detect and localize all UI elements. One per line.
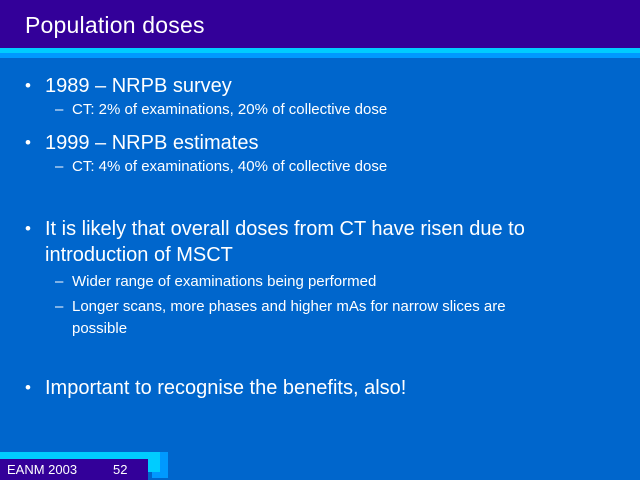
bullet-text: It is likely that overall doses from CT …: [45, 218, 525, 266]
bullet-text: Important to recognise the benefits, als…: [45, 377, 407, 399]
sub-bullet-item: – CT: 2% of examinations, 20% of collect…: [55, 99, 632, 121]
sub-bullet-text: CT: 2% of examinations, 20% of collectiv…: [72, 101, 388, 118]
bullet-item: • 1999 – NRPB estimates: [25, 130, 600, 156]
title-bar: Population doses: [0, 0, 640, 48]
sub-bullet-text: Wider range of examinations being perfor…: [72, 273, 377, 290]
bullet-marker-icon: •: [25, 133, 31, 152]
dash-marker-icon: –: [55, 101, 64, 118]
bullet-item: • Important to recognise the benefits, a…: [25, 375, 600, 401]
footer-box: EANM 2003 52: [0, 459, 148, 480]
dash-marker-icon: –: [55, 273, 64, 290]
bullet-marker-icon: •: [25, 219, 31, 238]
bullet-item: • It is likely that overall doses from C…: [25, 216, 600, 268]
slide-number: 52: [113, 462, 128, 477]
sub-bullet-text: CT: 4% of examinations, 40% of collectiv…: [72, 158, 388, 175]
sub-bullet-text: Longer scans, more phases and higher mAs…: [72, 298, 506, 337]
footer-accent-cyan-edge: [148, 459, 160, 472]
footer-accent-cyan-bar: [0, 452, 160, 459]
dash-marker-icon: –: [55, 298, 64, 315]
accent-stripe-cyan: [0, 48, 640, 53]
accent-stripe-blue: [0, 53, 640, 58]
sub-bullet-item: – Wider range of examinations being perf…: [55, 271, 632, 293]
slide-title: Population doses: [25, 12, 205, 38]
sub-bullet-item: – Longer scans, more phases and higher m…: [55, 296, 632, 340]
footer-event-label: EANM 2003: [7, 462, 78, 477]
bullet-marker-icon: •: [25, 76, 31, 95]
dash-marker-icon: –: [55, 158, 64, 175]
sub-bullet-item: – CT: 4% of examinations, 40% of collect…: [55, 156, 632, 178]
bullet-text: 1989 – NRPB survey: [45, 75, 232, 97]
bullet-item: • 1989 – NRPB survey: [25, 73, 600, 99]
bullet-marker-icon: •: [25, 378, 31, 397]
bullet-text: 1999 – NRPB estimates: [45, 132, 259, 154]
